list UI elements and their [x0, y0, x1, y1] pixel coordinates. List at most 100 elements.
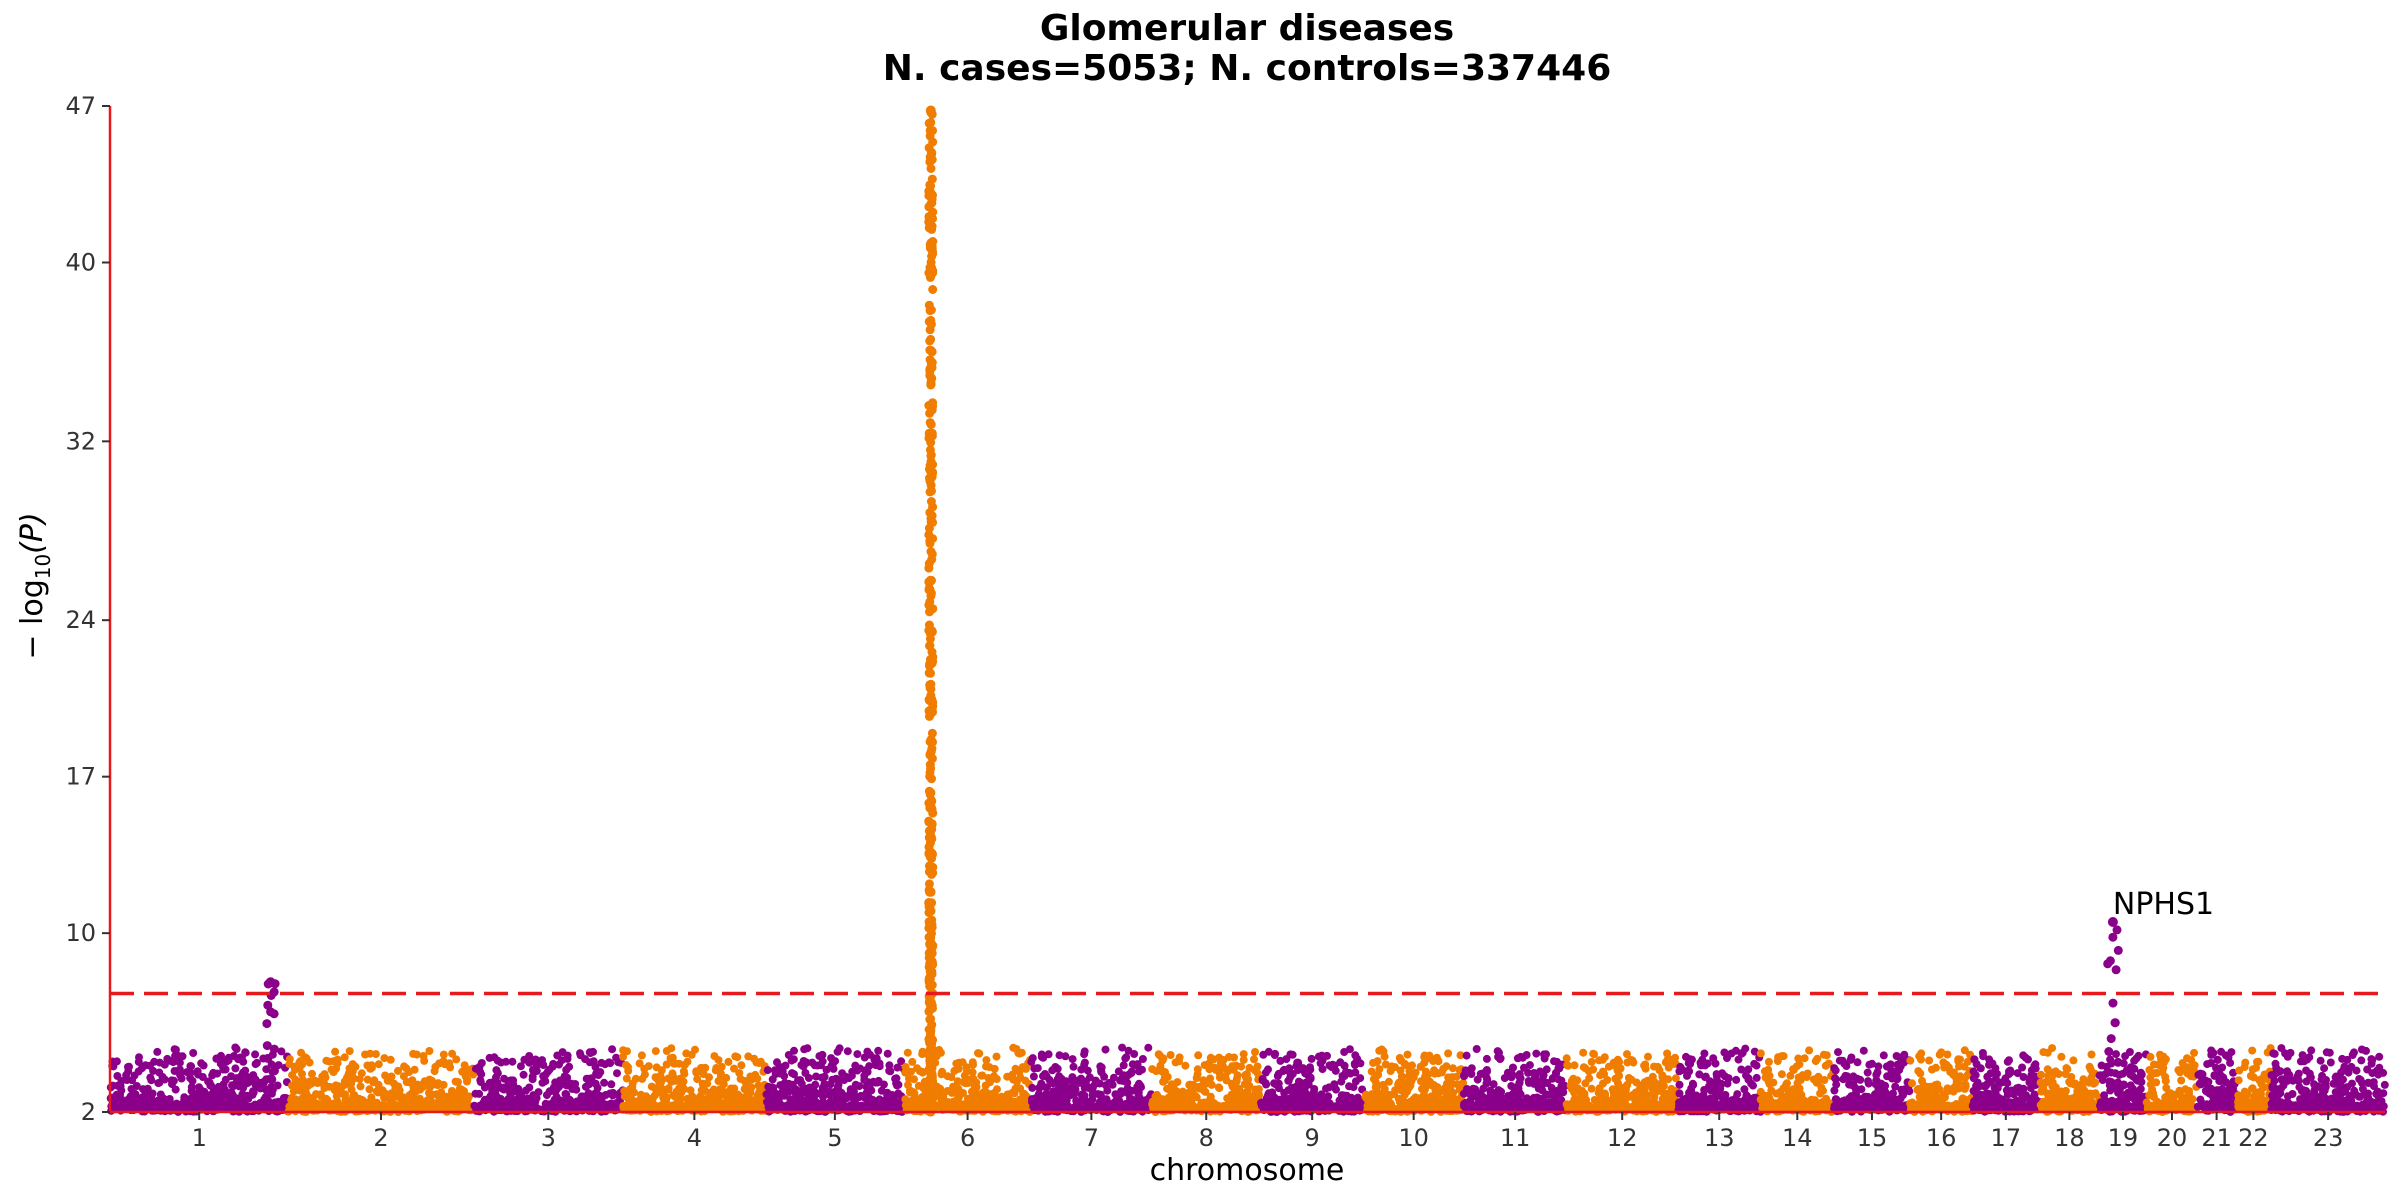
- snp-point: [130, 1103, 139, 1112]
- snp-point: [399, 1072, 408, 1081]
- snp-point: [490, 1053, 499, 1062]
- snp-point: [596, 1068, 605, 1077]
- snp-point: [1471, 1085, 1480, 1094]
- snp-point: [1546, 1103, 1555, 1112]
- snp-point: [1035, 1089, 1043, 1098]
- snp-point: [182, 1068, 191, 1077]
- snp-point: [331, 1047, 340, 1056]
- snp-point: [187, 1083, 196, 1092]
- snp-point: [561, 1090, 570, 1098]
- snp-point: [1194, 1051, 1203, 1060]
- snp-point: [1623, 1050, 1631, 1059]
- snp-point: [1324, 1092, 1333, 1101]
- snp-point: [1396, 1096, 1405, 1105]
- snp-point: [763, 1097, 771, 1106]
- snp-point: [883, 1049, 892, 1058]
- snp-point: [1322, 1084, 1330, 1093]
- snp-point: [834, 1100, 843, 1109]
- snp-point: [211, 1101, 220, 1110]
- snp-point: [903, 1048, 912, 1057]
- snp-point: [699, 1070, 708, 1079]
- snp-point: [1662, 1101, 1671, 1110]
- chromosome-6-points: [901, 1043, 1036, 1116]
- snp-point: [1584, 1067, 1593, 1076]
- snp-point: [591, 1063, 600, 1071]
- snp-point: [608, 1045, 617, 1054]
- snp-point: [494, 1081, 503, 1090]
- snp-point: [634, 1099, 643, 1108]
- snp-point: [1651, 1088, 1660, 1097]
- snp-point: [563, 1054, 572, 1063]
- snp-point: [458, 1067, 467, 1076]
- snp-point: [1193, 1065, 1202, 1074]
- snp-point: [128, 1076, 137, 1085]
- snp-point: [221, 1065, 230, 1074]
- snp-point: [600, 1078, 609, 1087]
- snp-point: [962, 1075, 971, 1084]
- snp-point: [355, 1075, 364, 1084]
- snp-point: [1341, 1101, 1350, 1110]
- snp-point: [365, 1085, 374, 1094]
- snp-point: [512, 1103, 521, 1112]
- snp-point: [408, 1076, 417, 1085]
- snp-point: [619, 1102, 628, 1110]
- snp-point: [1395, 1054, 1404, 1062]
- snp-point: [794, 1076, 802, 1085]
- snp-point: [320, 1079, 329, 1088]
- snp-point: [644, 1062, 653, 1071]
- snp-point: [1264, 1065, 1272, 1074]
- snp-point: [1407, 1101, 1416, 1110]
- snp-point: [1021, 1076, 1030, 1085]
- snp-point: [1207, 1102, 1216, 1111]
- snp-point: [475, 1089, 484, 1098]
- snp-point: [1384, 1077, 1393, 1086]
- snp-point: [1375, 1046, 1384, 1055]
- snp-point: [393, 1102, 402, 1111]
- snp-point: [349, 1091, 358, 1100]
- snp-point: [380, 1094, 389, 1102]
- snp-point: [664, 1085, 673, 1094]
- snp-point: [746, 1088, 755, 1097]
- snp-point: [1494, 1052, 1503, 1061]
- snp-point: [1135, 1067, 1144, 1076]
- snp-point: [491, 1104, 500, 1113]
- snp-point: [1128, 1060, 1137, 1069]
- snp-point: [820, 1099, 829, 1108]
- snp-point: [514, 1095, 523, 1104]
- snp-point: [1527, 1103, 1536, 1112]
- snp-point: [357, 1101, 366, 1110]
- snp-point: [869, 1077, 878, 1086]
- snp-point: [558, 1048, 567, 1057]
- snp-point: [965, 1102, 974, 1111]
- snp-point: [709, 1096, 717, 1105]
- snp-point: [1563, 1061, 1572, 1070]
- snp-point: [572, 1085, 581, 1094]
- snp-point: [1515, 1079, 1524, 1088]
- snp-point: [1482, 1098, 1491, 1107]
- snp-point: [733, 1053, 742, 1062]
- snp-point: [957, 1101, 966, 1110]
- snp-point: [1043, 1100, 1052, 1109]
- snp-point: [1083, 1066, 1092, 1075]
- snp-point: [155, 1058, 164, 1067]
- snp-point: [1496, 1092, 1505, 1101]
- snp-point: [1664, 1075, 1673, 1084]
- snp-point: [1264, 1100, 1272, 1109]
- snp-point: [174, 1102, 182, 1111]
- snp-point: [1249, 1096, 1258, 1105]
- snp-point: [1284, 1076, 1293, 1085]
- snp-point: [624, 1063, 632, 1072]
- snp-point: [993, 1085, 1001, 1094]
- snp-point: [374, 1060, 383, 1069]
- snp-point: [820, 1081, 829, 1090]
- snp-point: [113, 1081, 122, 1090]
- snp-point: [1107, 1103, 1116, 1112]
- snp-point: [804, 1106, 813, 1115]
- snp-point: [586, 1049, 595, 1058]
- snp-point: [628, 1098, 637, 1107]
- snp-point: [683, 1057, 692, 1066]
- snp-point: [189, 1049, 198, 1057]
- snp-point: [755, 1059, 764, 1067]
- snp-point: [1262, 1080, 1271, 1089]
- snp-point: [1353, 1093, 1362, 1102]
